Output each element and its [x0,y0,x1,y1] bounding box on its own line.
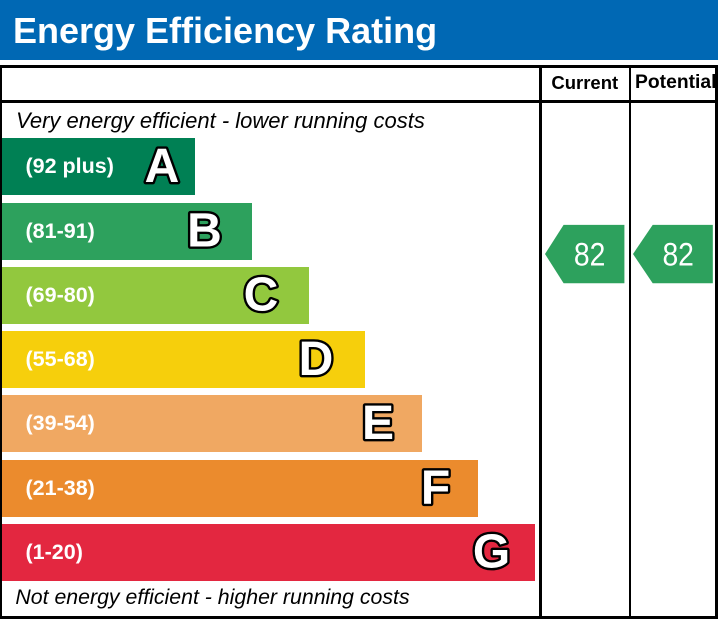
svg-text:D: D [299,333,334,386]
svg-text:82: 82 [662,235,694,272]
svg-text:F: F [421,461,450,514]
svg-text:C: C [244,269,279,322]
svg-text:G: G [473,526,510,579]
svg-text:A: A [145,140,180,193]
svg-text:E: E [362,397,394,450]
svg-text:B: B [187,204,222,257]
svg-text:82: 82 [574,235,606,272]
